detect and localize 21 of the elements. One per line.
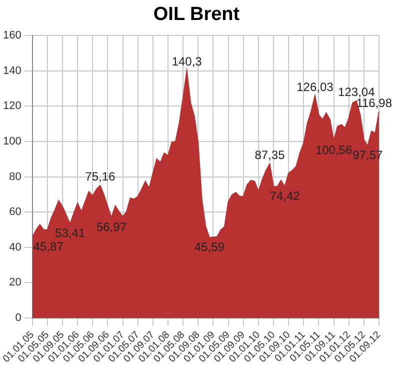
y-tick-label: 100 — [2, 136, 22, 148]
data-label: 100,56 — [315, 142, 352, 157]
y-tick-label: 160 — [2, 30, 22, 42]
y-tick-label: 20 — [9, 276, 22, 289]
data-label: 75,16 — [85, 170, 116, 184]
data-label: 45,87 — [33, 239, 64, 254]
y-tick-label: 140 — [2, 64, 22, 77]
data-label: 126,03 — [296, 80, 334, 94]
data-label: 74,42 — [270, 188, 300, 203]
y-tick-label: 60 — [9, 206, 22, 218]
data-label: 123,04 — [338, 85, 376, 100]
data-label: 56,97 — [96, 220, 127, 234]
y-tick-label: 40 — [9, 241, 22, 254]
y-tick-label: 80 — [9, 170, 22, 183]
y-tick-label: 0 — [15, 312, 22, 324]
data-label: 45,59 — [194, 240, 225, 254]
data-label: 87,35 — [254, 148, 286, 162]
y-tick-label: 120 — [2, 100, 22, 112]
data-label: 53,41 — [55, 226, 86, 240]
data-label: 140,3 — [172, 54, 202, 69]
chart-title: OIL Brent — [152, 4, 241, 26]
